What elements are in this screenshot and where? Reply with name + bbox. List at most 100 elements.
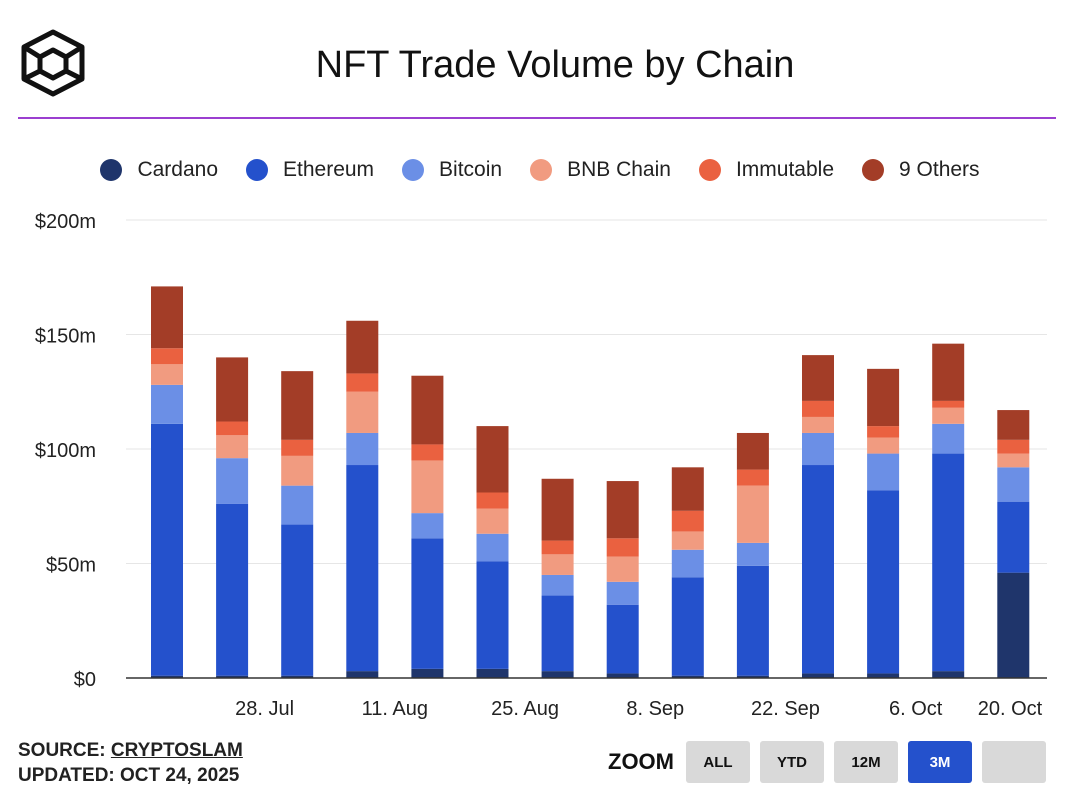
bar-segment-immutable	[997, 439, 1030, 454]
bar-segment-bnb-chain	[932, 407, 965, 424]
legend-item-cardano[interactable]: Cardano	[100, 158, 218, 182]
legend-swatch	[402, 159, 425, 181]
y-tick-label: $50m	[46, 555, 96, 577]
bar-segment-bitcoin	[281, 485, 314, 525]
bar-segment-9-others	[997, 410, 1030, 440]
bar-segment-immutable	[346, 373, 379, 392]
header-divider	[18, 117, 1056, 119]
bar-segment-ethereum	[932, 453, 965, 672]
bar-segment-bnb-chain	[736, 485, 769, 543]
cube-logo-icon	[21, 29, 85, 97]
bar-segment-bnb-chain	[867, 437, 900, 454]
bar-segment-bnb-chain	[281, 455, 314, 486]
zoom-button-3m[interactable]: 3M	[908, 741, 972, 783]
legend-label: Bitcoin	[439, 158, 503, 181]
bar-segment-cardano	[411, 668, 444, 678]
bar-segment-immutable	[411, 444, 444, 461]
legend-label: Immutable	[735, 158, 835, 181]
zoom-button-ytd[interactable]: YTD	[760, 741, 824, 783]
bar-segment-cardano	[216, 675, 249, 678]
legend-swatch	[698, 159, 721, 181]
zoom-button-all[interactable]: ALL	[686, 741, 750, 783]
bar-segment-immutable	[606, 538, 639, 557]
bar-segment-9-others	[736, 432, 769, 470]
bar-segment-bnb-chain	[802, 416, 834, 433]
legend-item-bnb-chain[interactable]: BNB Chain	[530, 158, 671, 182]
bar-segment-ethereum	[151, 423, 183, 676]
x-tick-label: 20. Oct	[978, 698, 1043, 720]
bar-segment-bitcoin	[411, 513, 444, 539]
bar-segment-bitcoin	[867, 453, 900, 491]
legend-swatch	[530, 159, 553, 181]
y-tick-label: $150m	[35, 326, 96, 348]
source-line: SOURCE: CRYPTOSLAM	[18, 738, 243, 763]
bar-segment-bitcoin	[476, 533, 509, 562]
legend-item-9-others[interactable]: 9 Others	[862, 158, 980, 182]
bar-segment-9-others	[802, 355, 834, 401]
bar-segment-cardano	[736, 675, 769, 678]
bar-segment-ethereum	[671, 577, 704, 676]
bar-segment-bitcoin	[997, 467, 1030, 502]
legend-item-immutable[interactable]: Immutable	[698, 158, 835, 182]
bar-segment-9-others	[541, 478, 574, 541]
zoom-button-blank[interactable]	[982, 741, 1046, 783]
bar-segment-ethereum	[346, 465, 379, 672]
bar-segment-ethereum	[476, 561, 509, 669]
bar-segment-ethereum	[736, 565, 769, 676]
x-tick-label: 8. Sep	[626, 698, 684, 720]
bar-segment-cardano	[541, 671, 574, 678]
x-tick-label: 22. Sep	[751, 698, 820, 720]
legend-swatch	[100, 159, 123, 181]
chart-title: NFT Trade Volume by Chain	[315, 44, 795, 86]
y-tick-label: $200m	[35, 211, 96, 233]
bar-segment-9-others	[476, 426, 509, 493]
bar-segment-bitcoin	[541, 574, 574, 596]
source-label: SOURCE:	[18, 740, 106, 761]
y-tick-label: $0	[74, 669, 96, 691]
bar-segment-cardano	[346, 671, 379, 678]
source-link[interactable]: CRYPTOSLAM	[110, 740, 243, 761]
bar-segment-ethereum	[216, 503, 249, 676]
legend-item-bitcoin[interactable]: Bitcoin	[402, 158, 502, 182]
footer: SOURCE: CRYPTOSLAM UPDATED: OCT 24, 2025	[18, 738, 243, 788]
bar-segment-cardano	[606, 673, 639, 678]
bar-segment-cardano	[802, 673, 834, 678]
bar-segment-9-others	[411, 375, 444, 445]
updated-text: UPDATED: OCT 24, 2025	[18, 765, 240, 786]
y-tick-label: $100m	[35, 440, 96, 462]
legend-item-ethereum[interactable]: Ethereum	[246, 158, 374, 182]
bar-segment-immutable	[476, 492, 509, 509]
bar-segment-bitcoin	[802, 432, 834, 466]
legend-label: 9 Others	[899, 158, 980, 181]
stacked-bar-chart: $0 $50m $100m $150m $200m 28. Jul 11. Aug 25. A…	[35, 211, 1047, 720]
x-tick-label: 28. Jul	[235, 698, 294, 720]
x-tick-label: 25. Aug	[491, 698, 559, 720]
bar-segment-9-others	[671, 467, 704, 511]
bar-segment-bnb-chain	[671, 531, 704, 550]
bar-segment-ethereum	[997, 501, 1030, 573]
bar-segment-cardano	[997, 572, 1030, 678]
bar-segment-ethereum	[867, 490, 900, 674]
zoom-button-12m[interactable]: 12M	[834, 741, 898, 783]
legend-swatch	[246, 159, 268, 181]
bar-segment-immutable	[281, 439, 314, 456]
bar-segment-bnb-chain	[997, 453, 1030, 468]
chart-legend: Cardano Ethereum Bitcoin BNB Chain Immutable…	[0, 158, 1080, 182]
bar-segment-9-others	[346, 320, 379, 374]
legend-label: Cardano	[137, 158, 218, 181]
bar-segment-bitcoin	[606, 581, 639, 605]
bar-segment-immutable	[541, 540, 574, 555]
bar-segment-immutable	[802, 400, 834, 417]
legend-label: Ethereum	[283, 158, 375, 181]
bar-segment-9-others	[281, 371, 314, 440]
bar-segment-cardano	[671, 675, 704, 678]
bar-segment-bnb-chain	[411, 460, 444, 514]
bar-segment-9-others	[932, 343, 965, 401]
bar-segment-ethereum	[411, 538, 444, 669]
bar-segment-cardano	[151, 675, 183, 678]
bar-segment-bitcoin	[346, 432, 379, 466]
bar-segment-immutable	[932, 400, 965, 408]
bar-segment-cardano	[867, 673, 900, 678]
bar-segment-immutable	[671, 510, 704, 532]
bar-segment-ethereum	[541, 595, 574, 672]
